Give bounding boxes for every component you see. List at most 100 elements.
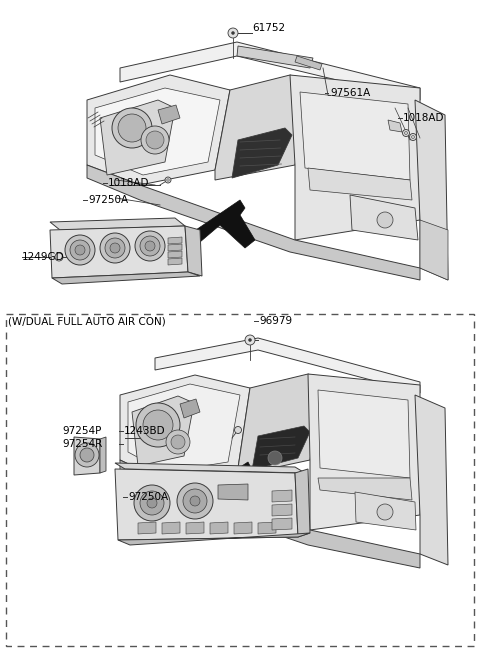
Circle shape [134,485,170,521]
Polygon shape [210,522,228,534]
Text: 1243BD: 1243BD [124,426,166,436]
Circle shape [143,410,173,440]
Polygon shape [185,226,202,276]
Polygon shape [415,100,448,280]
Circle shape [377,504,393,520]
Circle shape [110,243,120,253]
Text: 1018AD: 1018AD [403,113,444,123]
Polygon shape [186,522,204,534]
Polygon shape [218,484,248,500]
Polygon shape [100,100,175,175]
Polygon shape [162,522,180,534]
Polygon shape [318,390,410,478]
Polygon shape [115,463,305,473]
Circle shape [268,451,282,465]
Circle shape [135,231,165,261]
Polygon shape [415,395,448,565]
Polygon shape [388,120,402,132]
Circle shape [245,335,255,345]
Circle shape [190,496,200,506]
Text: 97561A: 97561A [330,88,370,98]
Polygon shape [95,88,220,175]
Polygon shape [158,105,180,124]
Circle shape [100,233,130,263]
Polygon shape [420,220,448,280]
Polygon shape [308,374,420,530]
Circle shape [75,245,85,255]
Polygon shape [87,75,230,185]
Text: 97250A: 97250A [88,195,128,205]
Polygon shape [308,168,412,200]
Polygon shape [168,237,182,244]
Polygon shape [74,437,100,475]
Circle shape [249,338,252,342]
Circle shape [183,489,207,513]
Circle shape [75,443,99,467]
Polygon shape [234,522,252,534]
Polygon shape [355,492,416,530]
Polygon shape [120,42,420,100]
Polygon shape [138,522,156,534]
Text: 97254P: 97254P [62,426,101,436]
Circle shape [140,491,164,515]
Polygon shape [190,200,255,248]
Polygon shape [350,195,418,240]
Circle shape [136,403,180,447]
Text: 1018AD: 1018AD [108,178,149,188]
Bar [6,314,474,646]
Circle shape [145,241,155,251]
Polygon shape [180,399,200,418]
Polygon shape [100,437,106,473]
Circle shape [377,212,393,228]
Circle shape [403,129,409,136]
Circle shape [112,108,152,148]
Polygon shape [155,338,420,393]
Polygon shape [120,375,250,480]
Circle shape [165,177,171,183]
Polygon shape [252,426,310,470]
Polygon shape [215,75,310,180]
Text: 96979: 96979 [259,316,292,326]
Text: 97250A: 97250A [128,492,168,502]
Polygon shape [300,92,410,180]
Polygon shape [272,518,292,530]
Circle shape [141,126,169,154]
Circle shape [70,240,90,260]
Polygon shape [258,522,276,534]
Circle shape [55,253,63,261]
Polygon shape [295,56,322,70]
Polygon shape [272,490,292,502]
Polygon shape [197,462,262,506]
Circle shape [228,28,238,38]
Polygon shape [290,75,420,240]
Polygon shape [168,258,182,265]
Polygon shape [120,460,420,568]
Circle shape [140,236,160,256]
Circle shape [118,114,146,142]
Polygon shape [168,251,182,258]
Polygon shape [272,504,292,516]
Polygon shape [50,226,188,278]
Circle shape [105,238,125,258]
Text: (W/DUAL FULL AUTO AIR CON): (W/DUAL FULL AUTO AIR CON) [8,316,166,326]
Polygon shape [238,374,322,475]
Polygon shape [115,469,298,540]
Polygon shape [118,533,310,545]
Polygon shape [132,396,194,466]
Circle shape [171,435,185,449]
Polygon shape [168,244,182,251]
Circle shape [177,483,213,519]
Polygon shape [128,384,240,472]
Text: 97254R: 97254R [62,439,102,449]
Circle shape [235,426,241,434]
Polygon shape [237,46,313,68]
Text: 61752: 61752 [252,23,285,33]
Text: 1249GD: 1249GD [22,252,65,262]
Circle shape [166,430,190,454]
Polygon shape [87,165,420,280]
Polygon shape [50,218,185,230]
Polygon shape [52,272,200,284]
Polygon shape [295,469,310,537]
Circle shape [80,448,94,462]
Circle shape [65,235,95,265]
